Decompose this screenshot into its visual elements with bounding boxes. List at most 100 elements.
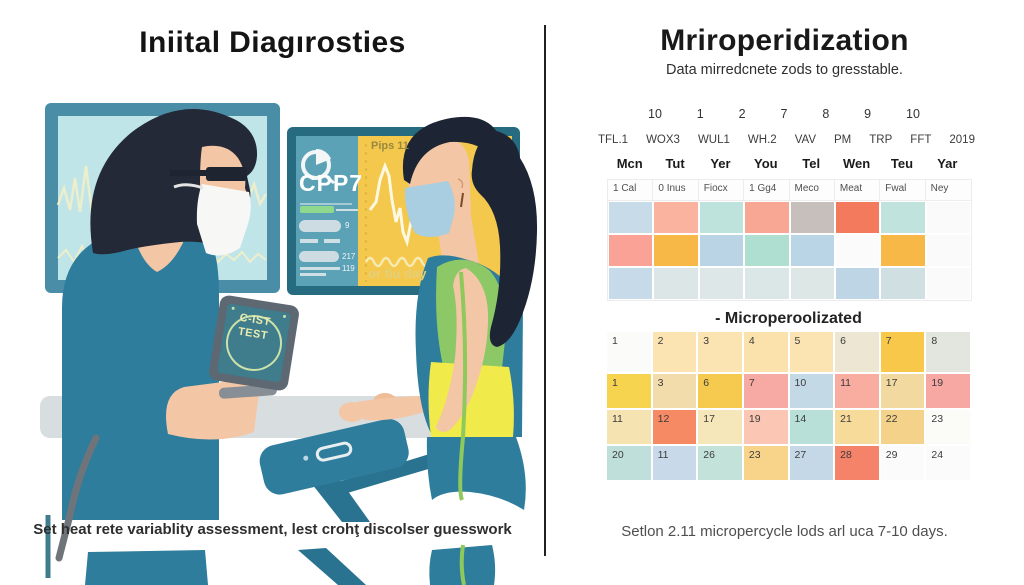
- calendar-top-cell[interactable]: [609, 268, 653, 299]
- collabel: TFL.1: [598, 134, 629, 146]
- calendar-top-cell[interactable]: [609, 202, 653, 233]
- calendar-bottom-cell[interactable]: 22: [880, 410, 925, 444]
- subcell[interactable]: Fwal: [880, 180, 926, 201]
- calendar-top-cell[interactable]: [881, 268, 925, 299]
- calendar-top-cell[interactable]: [745, 268, 789, 299]
- clinic-illustration: [40, 103, 538, 585]
- calendar-bottom-cell[interactable]: 3: [652, 374, 697, 408]
- calendar-bottom-cell[interactable]: 6: [698, 374, 742, 408]
- left-caption: Set heat rete variablity assessment, les…: [33, 521, 512, 538]
- calendar-top-cell[interactable]: [699, 202, 744, 233]
- calendar-bottom-cell[interactable]: 14: [789, 410, 834, 444]
- calendar-top-cell[interactable]: [926, 235, 970, 266]
- calendar-bottom-cell[interactable]: 27: [789, 446, 834, 480]
- calendar-bottom-cell[interactable]: 3: [698, 332, 742, 372]
- calendar-bottom-cell[interactable]: 5: [789, 332, 834, 372]
- calendar-bottom-cell[interactable]: 23: [926, 410, 970, 444]
- clinician-figure: [62, 108, 277, 585]
- wknum: 10: [648, 107, 662, 121]
- calendar-top-cell[interactable]: [654, 268, 698, 299]
- calendar-top-cell[interactable]: [881, 235, 925, 266]
- subcell[interactable]: Fiocx: [698, 180, 745, 201]
- calendar-top-cell[interactable]: [881, 202, 925, 233]
- cord: [458, 271, 468, 501]
- calendar-bottom-cell[interactable]: 20: [607, 446, 651, 480]
- calendar-top-cell[interactable]: [926, 202, 970, 233]
- calendar-bottom-cell[interactable]: 23: [743, 446, 788, 480]
- subcell[interactable]: 1 Gg4: [744, 180, 790, 201]
- calendar-bottom-cell[interactable]: 7: [743, 374, 788, 408]
- calendar-bottom-cell[interactable]: 24: [926, 446, 970, 480]
- wknum: 8: [822, 107, 830, 121]
- calendar-bottom-cell[interactable]: 11: [607, 410, 651, 444]
- calendar-bottom-cell[interactable]: 17: [698, 410, 742, 444]
- calendar-bottom-cell[interactable]: 28: [835, 446, 879, 480]
- calendar-top-cell[interactable]: [699, 235, 744, 266]
- calendar-bottom-grid: 1 2 3 4 5 6 7 8 1 3 6 7 10 11 17 19 11 12 17 19 14 21 22 23 20 11…: [607, 332, 970, 482]
- calendar-top-cell[interactable]: [699, 268, 744, 299]
- calendar-bottom-cell[interactable]: 11: [652, 446, 697, 480]
- calendar-top-cell[interactable]: [609, 235, 653, 266]
- calendar-bottom-cell[interactable]: 7: [880, 332, 925, 372]
- subcell[interactable]: Ney: [925, 180, 971, 201]
- calendar-bottom-cell[interactable]: 8: [926, 332, 970, 372]
- calendar-top-cell[interactable]: [654, 235, 698, 266]
- calendar-bottom-cell[interactable]: 17: [880, 374, 925, 408]
- calendar-bottom-cell[interactable]: 19: [743, 410, 788, 444]
- subcell[interactable]: Meat: [834, 180, 881, 201]
- calendar-top-color-grid: [608, 201, 971, 300]
- collabel: WH.2: [747, 134, 777, 146]
- calendar-top-cell[interactable]: [745, 235, 789, 266]
- calendar-top-cell[interactable]: [835, 235, 880, 266]
- calendar-bottom-cell[interactable]: 21: [835, 410, 879, 444]
- monitor-app-label: CPP7: [299, 170, 364, 196]
- calendar-bottom-cell[interactable]: 10: [789, 374, 834, 408]
- wknum: 9: [864, 107, 872, 121]
- collabel: 2019: [949, 134, 975, 146]
- calendar-top-cell[interactable]: [835, 202, 880, 233]
- monitor-stat-value: 119: [342, 264, 355, 273]
- calendar-bottom-cell[interactable]: 4: [743, 332, 788, 372]
- calendar-top-cell[interactable]: [654, 202, 698, 233]
- right-panel: Mriroperidization Data mirredcnete zods …: [545, 0, 1024, 585]
- week-numbers-row: 10 1 2 7 8 9 10: [648, 107, 920, 121]
- calendar-top-cell[interactable]: [745, 202, 789, 233]
- dayname: Teu: [890, 156, 914, 171]
- dayname: Mcn: [616, 156, 643, 171]
- monitor-stat-value: 9: [345, 221, 350, 230]
- subcell[interactable]: 1 Cal: [608, 180, 654, 201]
- calendar-bottom-cell[interactable]: 1: [607, 332, 651, 372]
- calendar-top-cell[interactable]: [790, 202, 834, 233]
- calendar-bottom-cell[interactable]: 11: [835, 374, 879, 408]
- patient-hair: [402, 116, 504, 184]
- pie-chart-icon: [301, 148, 335, 185]
- subcell[interactable]: Meco: [789, 180, 835, 201]
- calendar-bottom-row: 20 11 26 23 27 28 29 24: [607, 446, 970, 480]
- calendar-top-cell[interactable]: [790, 235, 834, 266]
- calendar-bottom-label: - Microperoolizated: [715, 310, 862, 327]
- calendar-bottom-cell[interactable]: 19: [926, 374, 970, 408]
- dayname: Yer: [710, 156, 731, 171]
- calendar-top-cell[interactable]: [790, 268, 834, 299]
- right-title: Mriroperidization: [660, 24, 909, 57]
- column-labels-row: TFL.1 WOX3 WUL1 WH.2 VAV PM TRP FFT 2019: [598, 134, 975, 146]
- calendar-bottom-cell[interactable]: 1: [607, 374, 651, 408]
- subcell[interactable]: 0 Inus: [653, 180, 699, 201]
- calendar-top-cell[interactable]: [926, 268, 970, 299]
- sub-labels-row: 1 Cal 0 Inus Fiocx 1 Gg4 Meco Meat Fwal Ney: [608, 180, 971, 201]
- wknum: 1: [696, 107, 704, 121]
- collabel: WUL1: [697, 134, 730, 146]
- calendar-bottom-cell[interactable]: 12: [652, 410, 697, 444]
- calendar-bottom-cell[interactable]: 26: [698, 446, 742, 480]
- calendar-bottom-cell[interactable]: 6: [835, 332, 879, 372]
- calendar-bottom-cell[interactable]: 2: [652, 332, 697, 372]
- dayname: Tel: [802, 156, 821, 171]
- calendar-top: 1 Cal 0 Inus Fiocx 1 Gg4 Meco Meat Fwal Ney: [607, 179, 972, 301]
- calendar-bottom-cell[interactable]: 29: [880, 446, 925, 480]
- calendar-top-cell[interactable]: [835, 268, 880, 299]
- right-caption: Setlon 2.11 micropercycle lods arl uca 7…: [621, 523, 948, 540]
- calendar-bottom-row: 1 3 6 7 10 11 17 19: [607, 374, 970, 408]
- monitor-stat-value: 217: [342, 252, 356, 261]
- day-names-row: Mcn Tut Yer You Tel Wen Teu Yar: [607, 156, 970, 171]
